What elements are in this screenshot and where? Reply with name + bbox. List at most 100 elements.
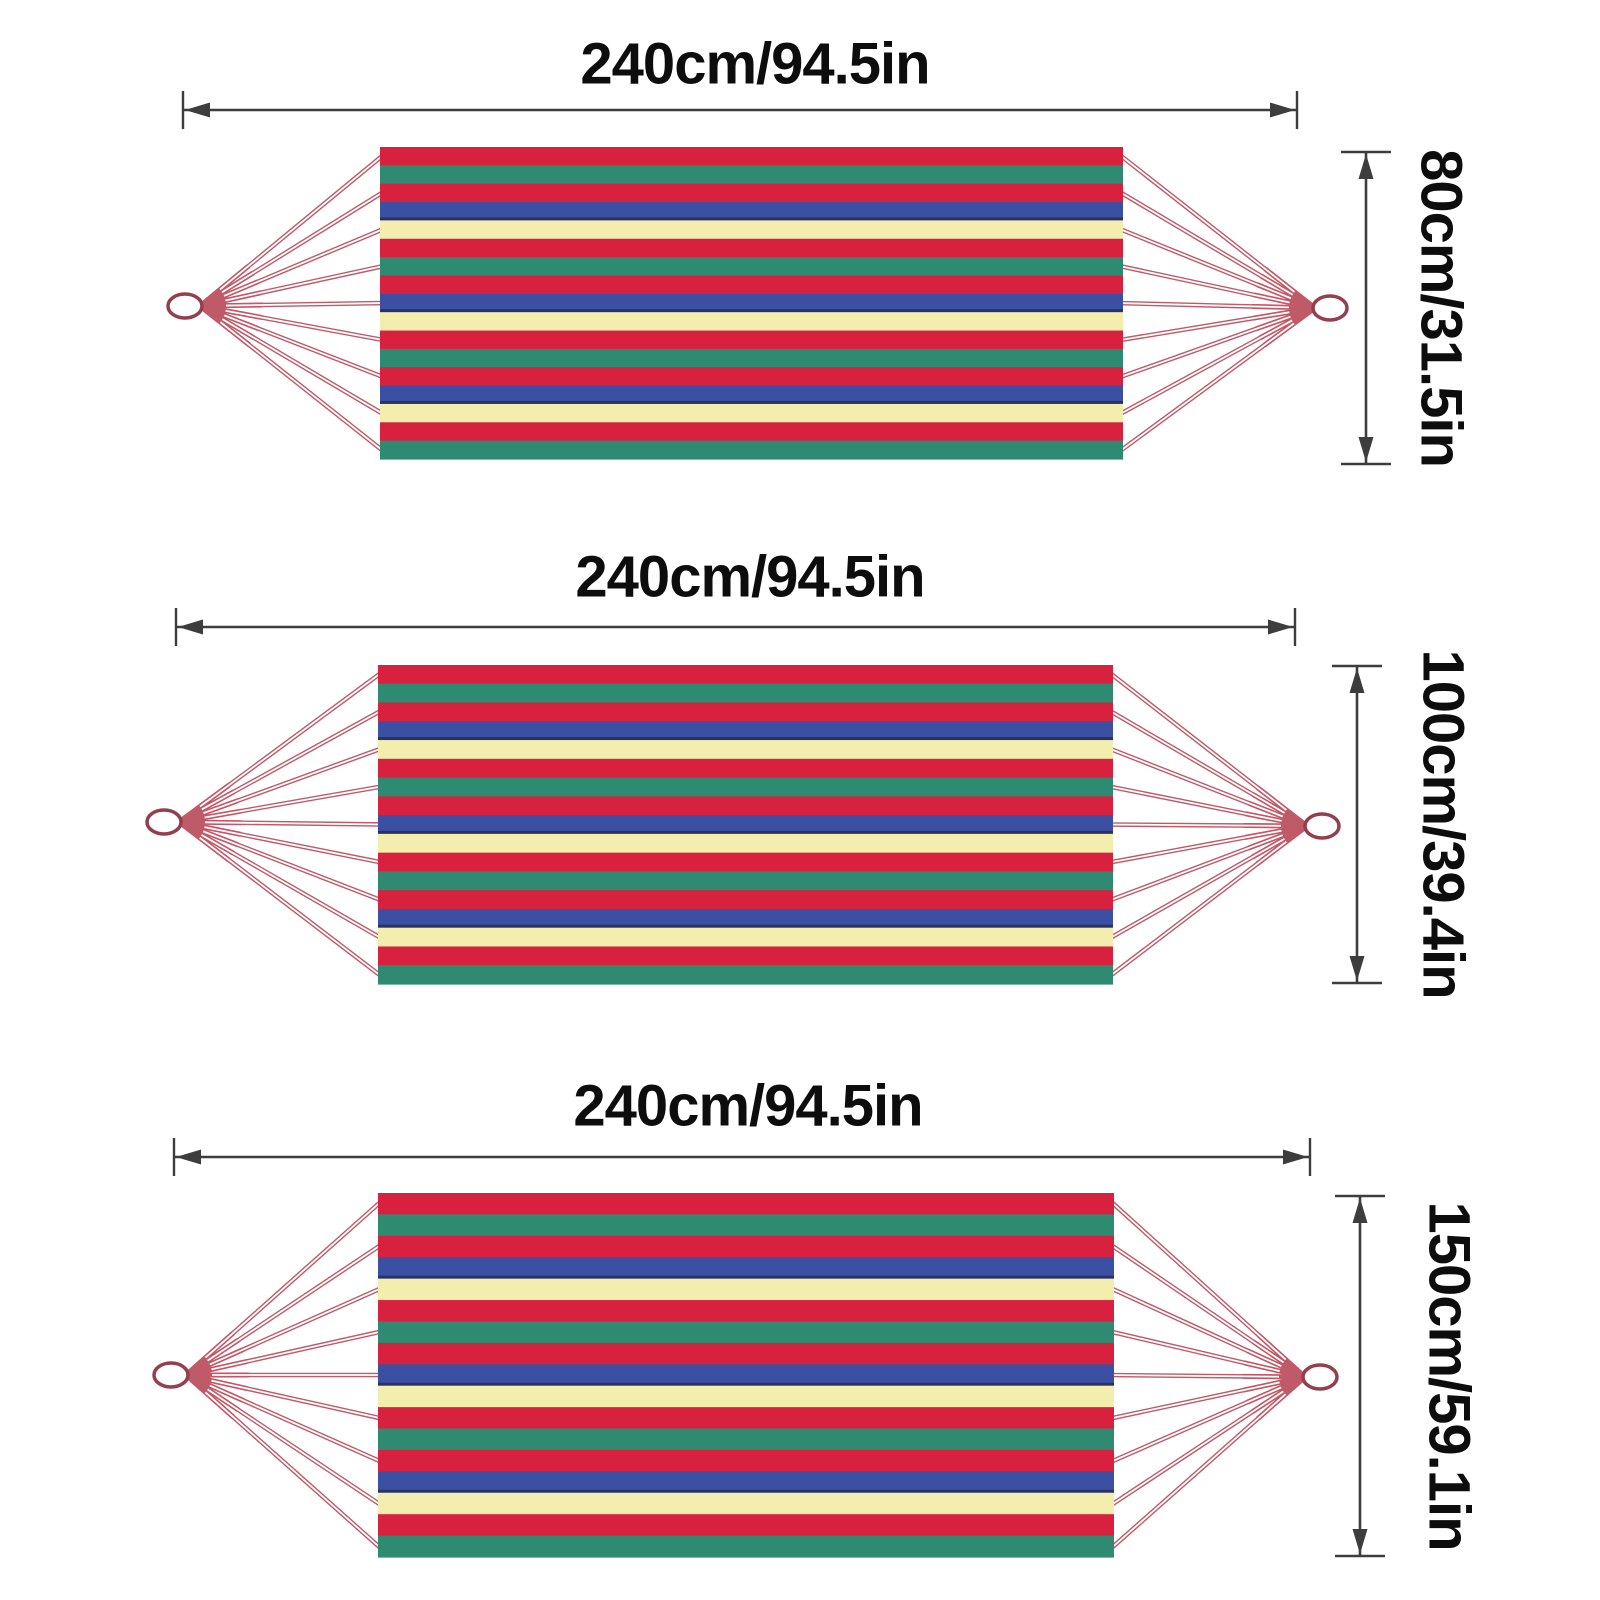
fabric-stripe-red [378,890,1113,910]
rope-core-left [199,669,386,808]
fabric-stripe-blue [378,1364,1114,1387]
rope-core-left [201,707,386,811]
fabric-stripe-red [378,758,1113,779]
rope-ring-left [145,808,183,836]
fabric-stripe-yellow [378,1278,1114,1301]
rope-core-left [211,1329,386,1371]
fabric-stripe-yellow [380,312,1123,332]
fabric-stripe-blue [380,202,1123,222]
hammock-figure-100cm: 240cm/94.5in 100cm/39.4in [145,545,1476,999]
rope-ring-right [1311,294,1349,322]
fabric-stripe-red [380,367,1123,387]
fabric-stripe-blue-edge [380,309,1123,313]
fabric-stripe-blue [378,815,1113,835]
width-arrowhead-right [1283,1149,1308,1165]
fabric-stripe-blue-edge [378,737,1113,741]
rope-core-right [1105,829,1282,865]
height-label: 150cm/59.1in [1417,1201,1482,1550]
rope-core-right [1106,1390,1284,1509]
height-dimension: 150cm/59.1in [1335,1194,1482,1558]
rope-core-right [1115,151,1296,293]
fabric-stripe-red [378,1235,1114,1258]
hammock-fabric [380,147,1123,460]
width-arrowhead-right [1268,619,1293,635]
ropes [183,1196,1308,1554]
fabric-stripe-red [380,147,1123,166]
rope-core-right [1106,1197,1287,1361]
rope-core-left [202,830,386,903]
fabric-stripe-red [378,1407,1114,1430]
fabric-stripe-yellow [378,833,1113,854]
rope-core-left [225,264,388,302]
rope-core-right [1105,823,1282,827]
ropes [197,150,1318,456]
fabric-stripe-red [378,1300,1114,1323]
rope-ring-left [152,1361,190,1389]
fabric-stripe-blue [378,1257,1114,1280]
rope-core-right [1106,1285,1282,1368]
hammock-figure-80cm: 240cm/94.5in 80cm/31.5in [166,32,1474,467]
rope-core-right [1106,1386,1282,1465]
rope-core-right [1115,319,1293,418]
fabric-stripe-blue-edge [378,830,1113,834]
fabric-stripe-green [378,683,1113,704]
rope-core-left [209,1285,386,1366]
fabric-stripe-green [380,440,1123,460]
rope-core-right [1106,1329,1280,1372]
fabric-stripe-blue [380,385,1123,405]
width-arrowhead-left [185,102,210,118]
fabric-stripe-blue [378,908,1113,929]
width-dimension: 240cm/94.5in [174,545,1297,646]
width-label: 240cm/94.5in [573,1074,922,1139]
fabric-stripe-red [380,275,1123,295]
fabric-stripe-yellow [380,403,1123,423]
fabric-stripe-blue-edge [380,400,1123,404]
rope-ring-right [1301,1363,1339,1391]
fabric-stripe-blue-edge [380,217,1123,221]
rope-core-left [223,226,388,297]
height-dimension: 80cm/31.5in [1341,149,1474,467]
height-label: 100cm/39.4in [1411,649,1476,998]
width-arrowhead-left [176,1149,201,1165]
rope-core-left [204,784,386,819]
fabric-stripe-yellow [378,1385,1114,1408]
rope-core-left [203,746,386,814]
fabric-stripe-green [378,965,1113,985]
fabric-stripe-yellow [380,220,1123,240]
rope-core-right [1105,841,1287,980]
fabric-stripe-red [380,422,1123,442]
fabric-stripe-green [378,1428,1114,1451]
width-arrowhead-right [1270,102,1295,118]
fabric-stripe-green [378,1214,1114,1237]
width-label: 240cm/94.5in [575,545,924,610]
rope-core-right [1106,1381,1280,1421]
fabric-stripe-red [378,796,1113,816]
fabric-stripe-red [378,1342,1114,1365]
fabric-stripe-blue-edge [378,1489,1114,1493]
fabric-stripe-red [378,1449,1114,1472]
height-label: 80cm/31.5in [1409,149,1474,467]
height-arrowhead-bottom [1358,437,1374,462]
rope-core-left [225,309,388,342]
fabric-stripe-red [378,1193,1114,1216]
rope-core-left [207,1241,386,1362]
rope-core-left [204,826,386,865]
rope-core-left [219,321,388,455]
width-dimension: 240cm/94.5in [172,1074,1312,1176]
fabric-stripe-yellow [378,1492,1114,1515]
rope-core-left [204,1197,386,1359]
height-arrowhead-bottom [1352,1529,1368,1554]
rope-ring-right [1303,812,1341,840]
rope-core-right [1105,784,1282,822]
height-arrowhead-top [1358,154,1374,179]
rope-core-right [1115,302,1290,309]
rope-core-left [219,151,388,291]
rope-core-right [1105,838,1285,942]
fabric-stripe-blue-edge [378,924,1113,928]
fabric-stripe-blue [380,293,1123,313]
height-arrowhead-bottom [1349,956,1365,981]
rope-core-right [1106,1393,1287,1553]
rope-core-left [211,1379,386,1421]
